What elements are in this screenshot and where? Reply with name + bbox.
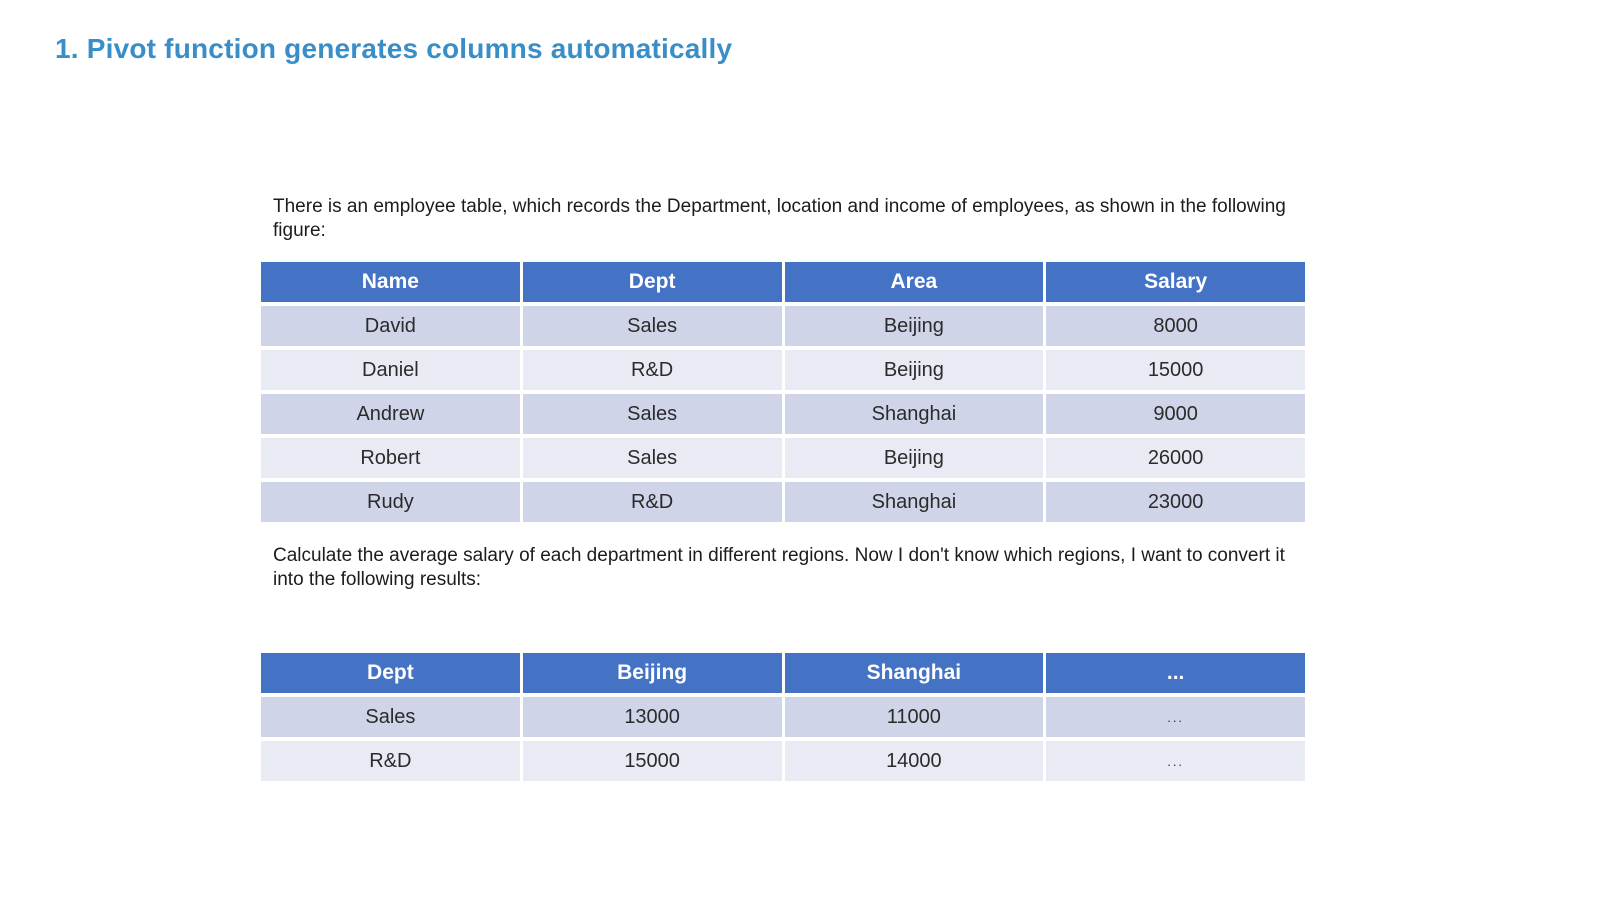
table-cell: 23000 — [1046, 482, 1305, 522]
table-row: Rudy R&D Shanghai 23000 — [261, 482, 1305, 522]
pivot-result-table: Dept Beijing Shanghai... Sales 13000 11000..… — [258, 649, 1308, 785]
column-header: Beijing — [522, 653, 782, 693]
table-row: Daniel R&D Beijing 15000 — [261, 350, 1305, 390]
table-row: Andrew Sales Shanghai 9000 — [261, 394, 1305, 434]
pivot-table-body: Sales 13000 11000... R&D 15000 14000... — [261, 697, 1305, 781]
employee-table-body: David Sales Beijing 8000 Daniel R&D Beijing 150… — [261, 306, 1305, 522]
table-cell: 8000 — [1046, 306, 1305, 346]
employee-table: Name Dept Area Salary David Sales Beijing 8000… — [258, 258, 1308, 526]
table-cell: 11000 — [784, 697, 1044, 737]
table-cell: 13000 — [522, 697, 782, 737]
column-header: Salary — [1046, 262, 1305, 302]
table-cell: Shanghai — [784, 482, 1044, 522]
column-header: Area — [784, 262, 1044, 302]
table-cell: Sales — [261, 697, 520, 737]
table-cell: Andrew — [261, 394, 520, 434]
table-cell: Sales — [522, 394, 782, 434]
table-cell: 14000 — [784, 741, 1044, 781]
pivot-request-paragraph: Calculate the average salary of each dep… — [273, 545, 1285, 590]
table-cell: Daniel — [261, 350, 520, 390]
table-cell: David — [261, 306, 520, 346]
column-header: Dept — [522, 262, 782, 302]
table-cell: ... — [1046, 741, 1305, 781]
table-cell: Rudy — [261, 482, 520, 522]
table-cell: 9000 — [1046, 394, 1305, 434]
table-cell: Beijing — [784, 306, 1044, 346]
table-cell: 15000 — [522, 741, 782, 781]
column-header: Dept — [261, 653, 520, 693]
table-cell: Beijing — [784, 350, 1044, 390]
table-cell: 26000 — [1046, 438, 1305, 478]
pivot-table-header: Dept Beijing Shanghai... — [261, 653, 1305, 693]
table-row: David Sales Beijing 8000 — [261, 306, 1305, 346]
table-cell: Beijing — [784, 438, 1044, 478]
column-header: Name — [261, 262, 520, 302]
table-row: Robert Sales Beijing 26000 — [261, 438, 1305, 478]
table-cell: 15000 — [1046, 350, 1305, 390]
table-cell: R&D — [261, 741, 520, 781]
table-cell: Shanghai — [784, 394, 1044, 434]
column-header: Shanghai — [784, 653, 1044, 693]
header-row: Name Dept Area Salary — [261, 262, 1305, 302]
intro-paragraph: There is an employee table, which record… — [273, 196, 1286, 241]
table-cell: R&D — [522, 350, 782, 390]
header-row: Dept Beijing Shanghai... — [261, 653, 1305, 693]
table-cell: Robert — [261, 438, 520, 478]
table-cell: Sales — [522, 306, 782, 346]
table-cell: Sales — [522, 438, 782, 478]
page-title: 1. Pivot function generates columns auto… — [55, 33, 733, 64]
employee-table-header: Name Dept Area Salary — [261, 262, 1305, 302]
table-row: Sales 13000 11000... — [261, 697, 1305, 737]
column-header: ... — [1046, 653, 1305, 693]
table-row: R&D 15000 14000... — [261, 741, 1305, 781]
table-cell: R&D — [522, 482, 782, 522]
table-cell: ... — [1046, 697, 1305, 737]
